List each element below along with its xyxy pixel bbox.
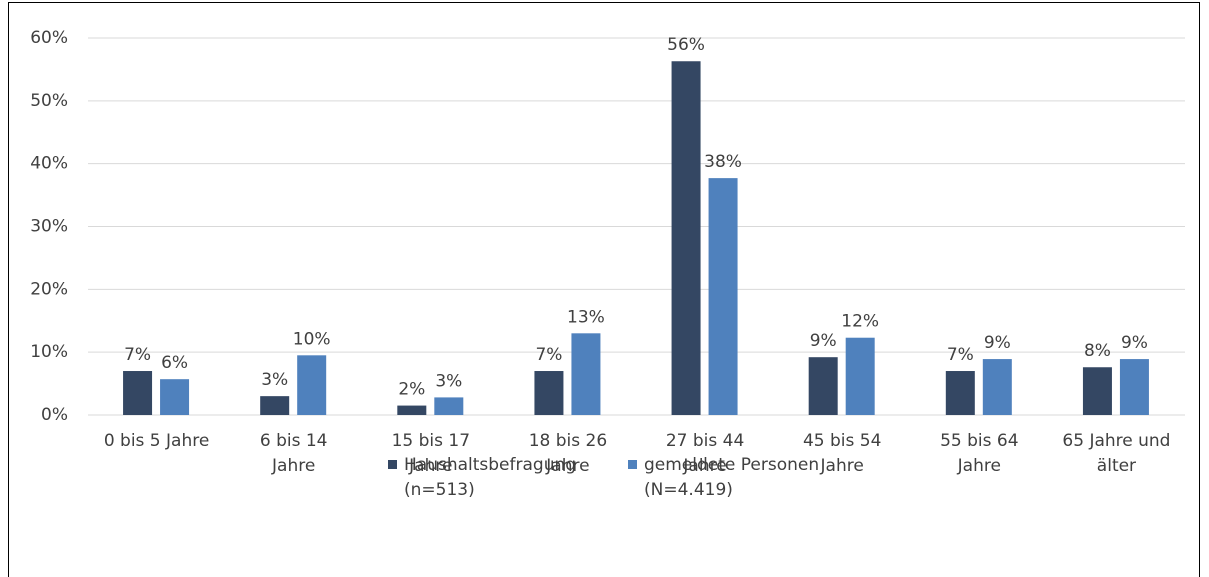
y-tick-label: 20% (30, 279, 68, 299)
value-label: 56% (667, 35, 705, 55)
value-label: 38% (704, 152, 742, 172)
bar (397, 405, 427, 415)
bar (123, 371, 153, 415)
bar (534, 371, 564, 415)
value-label: 10% (293, 329, 331, 349)
bar (671, 61, 701, 416)
value-label: 9% (810, 331, 837, 351)
x-tick-label: 0 bis 5 Jahre (104, 431, 210, 451)
x-tick-label: 6 bis 14 Jahre (260, 431, 328, 476)
bar (845, 337, 875, 415)
y-tick-label: 60% (30, 28, 68, 48)
value-label: 7% (947, 345, 974, 365)
bar (708, 178, 738, 415)
value-label: 3% (435, 371, 462, 391)
x-tick-label: 65 Jahre und älter (1062, 431, 1170, 476)
value-label: 13% (567, 307, 605, 327)
bar (434, 397, 464, 415)
y-tick-label: 0% (41, 405, 68, 425)
legend-label: Haushaltsbefragung (n=513) (404, 455, 576, 500)
value-label: 2% (398, 380, 425, 400)
bar (1119, 359, 1149, 415)
legend-swatch (388, 460, 397, 469)
value-label: 9% (984, 333, 1011, 353)
bar (1082, 367, 1112, 415)
y-tick-label: 10% (30, 342, 68, 362)
y-tick-label: 30% (30, 217, 68, 237)
bar (160, 379, 190, 415)
value-label: 7% (535, 345, 562, 365)
value-label: 9% (1121, 333, 1148, 353)
value-label: 3% (261, 370, 288, 390)
y-tick-label: 50% (30, 91, 68, 111)
value-label: 6% (161, 353, 188, 373)
bar (260, 396, 290, 415)
value-label: 7% (124, 345, 151, 365)
value-label: 8% (1084, 341, 1111, 361)
x-tick-label: 27 bis 44 Jahre (666, 431, 744, 476)
bar (297, 355, 327, 415)
bar (982, 359, 1012, 415)
x-tick-label: 55 bis 64 Jahre (940, 431, 1018, 476)
legend-swatch (628, 460, 637, 469)
value-label: 12% (841, 312, 879, 332)
x-tick-label: 45 bis 54 Jahre (803, 431, 881, 476)
bar (945, 371, 975, 415)
bar (808, 357, 838, 415)
bar (571, 333, 601, 415)
y-tick-label: 40% (30, 154, 68, 174)
x-tick-label: 15 bis 17 Jahre (392, 431, 470, 476)
legend-label: gemeldete Personen (N=4.419) (644, 455, 819, 500)
x-tick-label: 18 bis 26 Jahre (529, 431, 607, 476)
